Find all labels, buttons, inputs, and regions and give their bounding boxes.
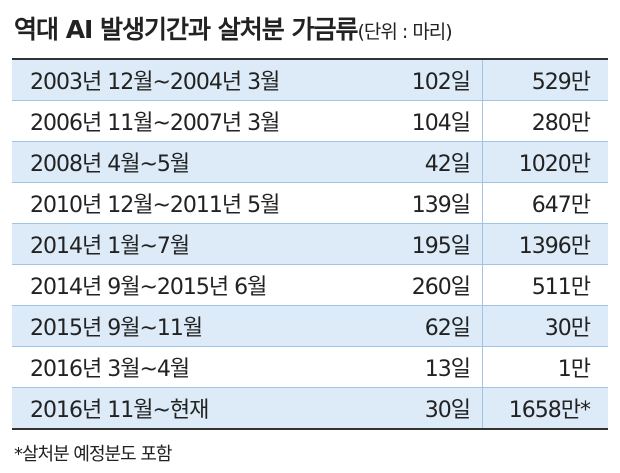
unit: (단위 : 마리)	[357, 21, 452, 43]
duration: 102일	[360, 59, 483, 101]
duration: 42일	[360, 141, 483, 183]
count: 511만	[482, 264, 608, 306]
count: 529만	[482, 59, 608, 101]
count: 1658만*	[482, 387, 608, 429]
table-row: 2016년 11월~현재 30일 1658만*	[12, 387, 608, 429]
duration: 139일	[360, 182, 483, 224]
table-row: 2003년 12월~2004년 3월 102일 529만	[12, 59, 608, 101]
count: 1020만	[482, 141, 608, 183]
table-row: 2016년 3월~4월 13일 1만	[12, 346, 608, 388]
period: 2006년 11월~2007년 3월	[12, 100, 360, 142]
table-row: 2014년 9월~2015년 6월 260일 511만	[12, 264, 608, 306]
duration: 195일	[360, 223, 483, 265]
title-text: 역대 AI 발생기간과 살처분 가금류	[14, 15, 358, 44]
count: 30만	[482, 305, 608, 347]
period: 2003년 12월~2004년 3월	[12, 59, 360, 101]
count: 1만	[482, 346, 608, 388]
period: 2010년 12월~2011년 5월	[12, 182, 360, 224]
period: 2016년 11월~현재	[12, 387, 360, 429]
duration: 260일	[360, 264, 483, 306]
period: 2014년 9월~2015년 6월	[12, 264, 360, 306]
count: 647만	[482, 182, 608, 224]
footnote: *살처분 예정분도 포함	[14, 444, 172, 465]
period: 2014년 1월~7월	[12, 223, 360, 265]
table-row: 2014년 1월~7월 195일 1396만	[12, 223, 608, 265]
period: 2008년 4월~5월	[12, 141, 360, 183]
table: 2003년 12월~2004년 3월 102일 529만 2006년 11월~2007…	[12, 58, 608, 430]
period: 2016년 3월~4월	[12, 346, 360, 388]
title: 역대 AI 발생기간과 살처분 가금류(단위 : 마리)	[14, 10, 453, 46]
duration: 104일	[360, 100, 483, 142]
period: 2015년 9월~11월	[12, 305, 360, 347]
table-row: 2006년 11월~2007년 3월 104일 280만	[12, 100, 608, 142]
table-row: 2008년 4월~5월 42일 1020만	[12, 141, 608, 183]
duration: 13일	[360, 346, 483, 388]
duration: 62일	[360, 305, 483, 347]
count: 1396만	[482, 223, 608, 265]
count: 280만	[482, 100, 608, 142]
table-row: 2015년 9월~11월 62일 30만	[12, 305, 608, 347]
duration: 30일	[360, 387, 483, 429]
table-row: 2010년 12월~2011년 5월 139일 647만	[12, 182, 608, 224]
